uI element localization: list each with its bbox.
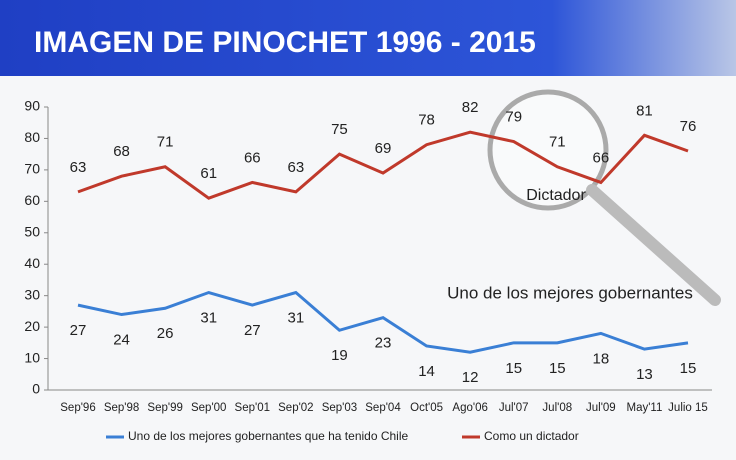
y-tick-label: 70 bbox=[24, 161, 40, 177]
value-label: 66 bbox=[593, 149, 610, 166]
value-label: 75 bbox=[331, 121, 348, 138]
value-label: 15 bbox=[505, 360, 522, 377]
y-tick-label: 50 bbox=[24, 223, 40, 239]
x-tick-label: Sep'04 bbox=[365, 402, 401, 414]
y-tick-label: 0 bbox=[32, 381, 40, 397]
value-label: 23 bbox=[375, 335, 392, 352]
value-label: 15 bbox=[549, 360, 566, 377]
annotation: Dictador bbox=[526, 187, 586, 204]
y-tick-label: 60 bbox=[24, 192, 40, 208]
y-tick-label: 80 bbox=[24, 129, 40, 145]
value-label: 14 bbox=[418, 363, 435, 380]
value-label: 79 bbox=[505, 109, 522, 126]
value-label: 76 bbox=[680, 118, 697, 135]
x-tick-label: Sep'99 bbox=[147, 402, 182, 414]
x-tick-label: Sep'00 bbox=[191, 402, 226, 414]
header-band bbox=[0, 0, 736, 76]
value-label: 19 bbox=[331, 347, 348, 364]
y-tick-label: 20 bbox=[24, 318, 40, 334]
x-tick-label: Ago'06 bbox=[452, 402, 487, 414]
annotation: Uno de los mejores gobernantes bbox=[447, 283, 693, 302]
x-tick-label: Sep'03 bbox=[322, 402, 357, 414]
chart-title: IMAGEN DE PINOCHET 1996 - 2015 bbox=[34, 26, 536, 59]
series-line bbox=[77, 130, 689, 200]
x-tick-label: Julio 15 bbox=[668, 402, 708, 414]
y-tick-label: 40 bbox=[24, 255, 40, 271]
x-tick-label: Sep'01 bbox=[235, 402, 270, 414]
value-label: 81 bbox=[636, 102, 653, 119]
value-label: 69 bbox=[375, 140, 392, 157]
value-label: 68 bbox=[113, 143, 130, 160]
value-label: 71 bbox=[157, 134, 174, 151]
x-tick-label: Jul'07 bbox=[499, 402, 529, 414]
value-label: 63 bbox=[70, 159, 87, 176]
series-line bbox=[77, 290, 689, 354]
legend-label: Uno de los mejores gobernantes que ha te… bbox=[128, 429, 409, 443]
y-tick-label: 90 bbox=[24, 98, 40, 114]
value-label: 18 bbox=[593, 350, 610, 367]
legend-label: Como un dictador bbox=[484, 429, 579, 443]
x-tick-label: Jul'09 bbox=[586, 402, 616, 414]
x-tick-label: Oct'05 bbox=[410, 402, 443, 414]
x-tick-label: Sep'02 bbox=[278, 402, 313, 414]
x-tick-label: Sep'96 bbox=[60, 402, 95, 414]
value-label: 24 bbox=[113, 332, 130, 349]
value-label: 71 bbox=[549, 134, 566, 151]
value-label: 63 bbox=[288, 159, 305, 176]
value-label: 82 bbox=[462, 99, 479, 116]
magnifier-handle bbox=[586, 184, 721, 306]
value-label: 27 bbox=[244, 322, 261, 339]
value-label: 26 bbox=[157, 325, 174, 342]
x-tick-label: Jul'08 bbox=[542, 402, 572, 414]
value-label: 31 bbox=[200, 309, 217, 326]
value-label: 12 bbox=[462, 369, 479, 386]
value-label: 27 bbox=[70, 322, 87, 339]
value-label: 78 bbox=[418, 112, 435, 129]
value-label: 66 bbox=[244, 149, 261, 166]
magnifier bbox=[487, 89, 609, 211]
y-tick-label: 10 bbox=[24, 349, 40, 365]
value-label: 61 bbox=[200, 165, 217, 182]
x-tick-label: Sep'98 bbox=[104, 402, 139, 414]
y-tick-label: 30 bbox=[24, 286, 40, 302]
value-label: 13 bbox=[636, 366, 653, 383]
value-label: 15 bbox=[680, 360, 697, 377]
x-tick-label: May'11 bbox=[626, 402, 662, 414]
value-label: 31 bbox=[288, 309, 305, 326]
